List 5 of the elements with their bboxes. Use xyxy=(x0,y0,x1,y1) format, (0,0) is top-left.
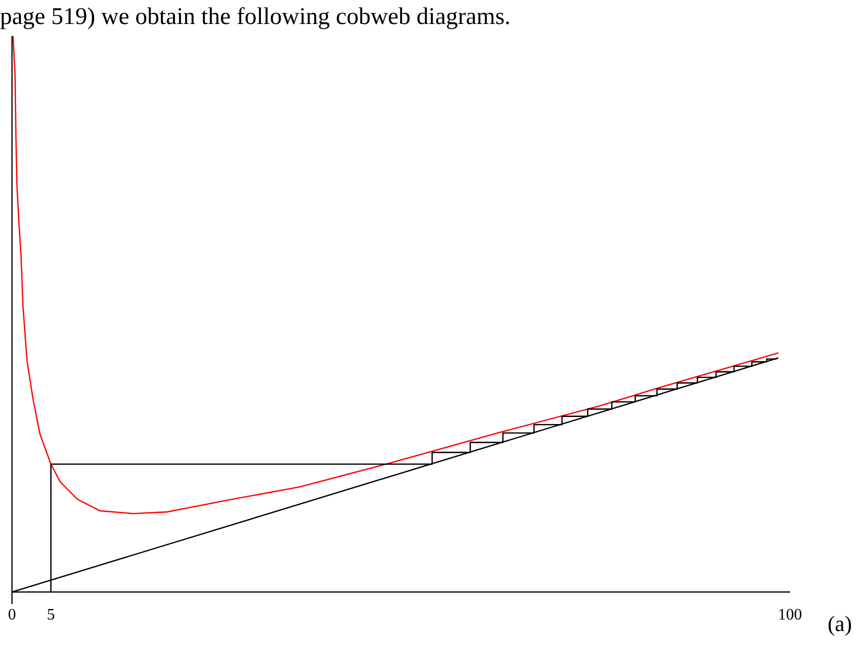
x-tick-label: 5 xyxy=(46,606,55,624)
x-tick-label: 0 xyxy=(8,606,16,624)
text: page 519) we obtain the following cobweb diagrams. xyxy=(0,4,511,30)
x-tick-label: 100 xyxy=(778,606,802,624)
text: (a) xyxy=(828,611,852,636)
